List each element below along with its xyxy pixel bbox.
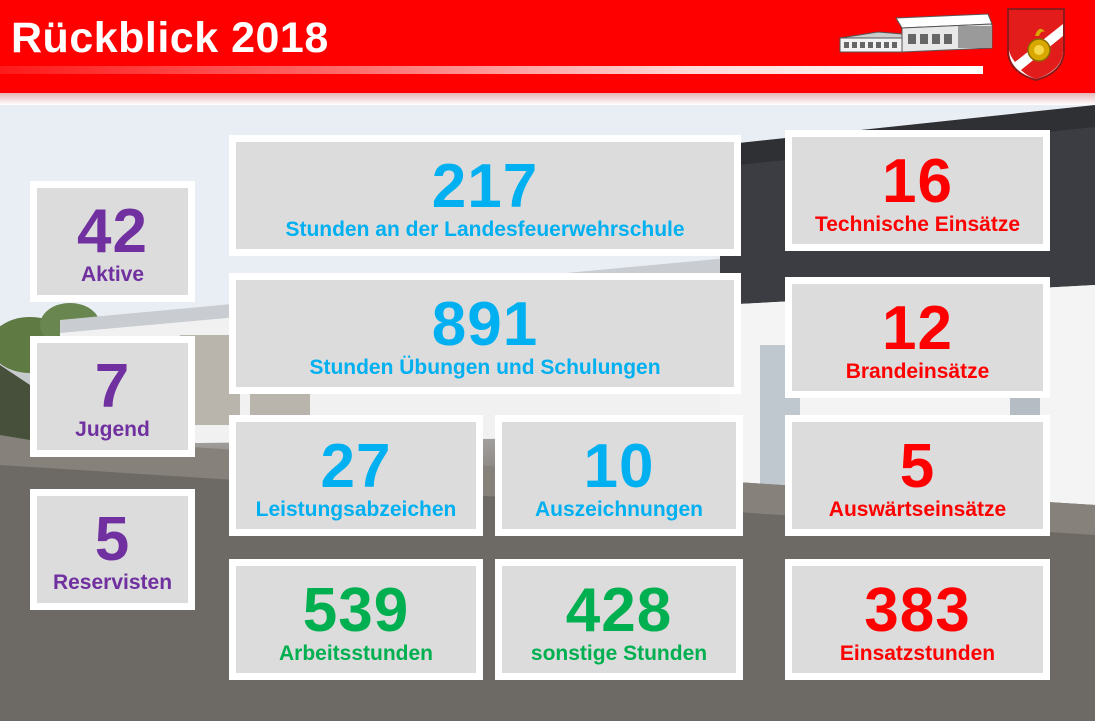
- awards-label: Auszeichnungen: [534, 498, 703, 521]
- other-hours-value: 428: [565, 576, 673, 645]
- school-hours-value: 217: [431, 152, 539, 221]
- active-members-value: 42: [77, 197, 148, 266]
- performance-badges-label: Leistungsabzeichen: [255, 498, 457, 521]
- school-hours-label: Stunden an der Landesfeuerwehrschule: [285, 218, 685, 241]
- title-underline: [0, 66, 983, 74]
- tile-school-hours: 217 Stunden an der Landesfeuerwehrschule: [229, 135, 741, 256]
- youth-members-label: Jugend: [75, 418, 150, 441]
- work-hours-label: Arbeitsstunden: [278, 642, 433, 665]
- technical-operations-label: Technische Einsätze: [814, 213, 1021, 236]
- tile-fire-operations: 12 Brandeinsätze: [785, 277, 1050, 398]
- fire-operations-label: Brandeinsätze: [845, 360, 990, 383]
- tile-technical-operations: 16 Technische Einsätze: [785, 130, 1050, 251]
- operation-hours-value: 383: [864, 576, 971, 645]
- exercise-hours-label: Stunden Übungen und Schulungen: [309, 356, 661, 379]
- fire-station-building-icon: [839, 13, 993, 53]
- technical-operations-value: 16: [882, 147, 953, 216]
- operation-hours-label: Einsatzstunden: [839, 642, 996, 665]
- tile-reservists: 5 Reservisten: [30, 489, 195, 610]
- tile-active-members: 42 Aktive: [30, 181, 195, 302]
- tile-external-operations: 5 Auswärtseinsätze: [785, 415, 1050, 536]
- youth-members-value: 7: [94, 352, 131, 421]
- external-operations-label: Auswärtseinsätze: [828, 498, 1007, 521]
- tile-operation-hours: 383 Einsatzstunden: [785, 559, 1050, 680]
- performance-badges-value: 27: [320, 432, 392, 501]
- fire-operations-value: 12: [882, 294, 953, 363]
- exercise-hours-value: 891: [431, 290, 539, 359]
- tile-work-hours: 539 Arbeitsstunden: [229, 559, 483, 680]
- reservists-value: 5: [94, 505, 131, 574]
- fire-brigade-crest-icon: [1007, 8, 1065, 82]
- active-members-label: Aktive: [80, 263, 145, 286]
- other-hours-label: sonstige Stunden: [530, 642, 708, 665]
- tile-awards: 10 Auszeichnungen: [495, 415, 743, 536]
- tile-other-hours: 428 sonstige Stunden: [495, 559, 743, 680]
- tile-performance-badges: 27 Leistungsabzeichen: [229, 415, 483, 536]
- header-bar: Rückblick 2018: [0, 0, 1095, 93]
- tile-exercise-hours: 891 Stunden Übungen und Schulungen: [229, 273, 741, 394]
- external-operations-value: 5: [899, 432, 936, 501]
- awards-value: 10: [583, 432, 655, 501]
- reservists-label: Reservisten: [52, 571, 173, 594]
- header-shadow-band: [0, 93, 1095, 105]
- page-title: Rückblick 2018: [11, 14, 329, 62]
- tile-youth-members: 7 Jugend: [30, 336, 195, 457]
- work-hours-value: 539: [302, 576, 410, 645]
